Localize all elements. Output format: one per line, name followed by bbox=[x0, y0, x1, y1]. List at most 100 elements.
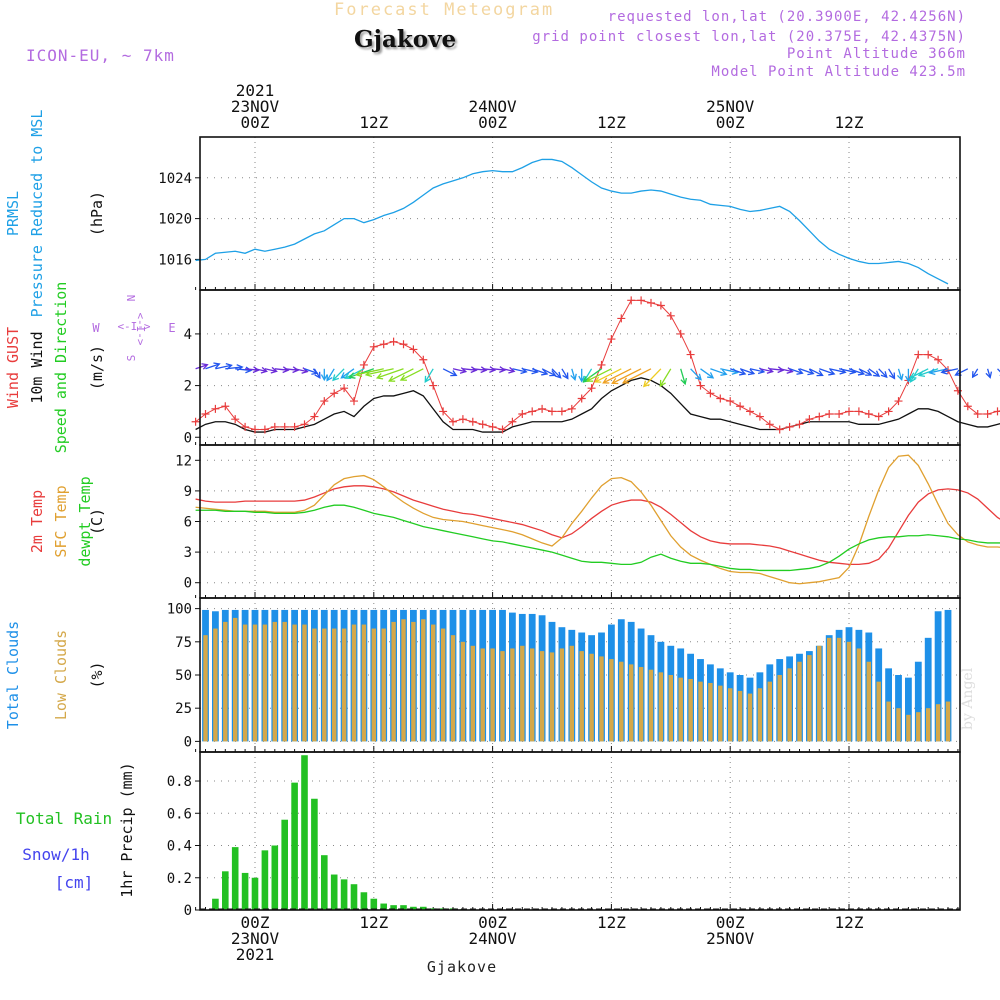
sfc-temp-line bbox=[195, 454, 1000, 585]
gust-marker bbox=[864, 410, 873, 418]
wind-arrow-head bbox=[499, 366, 507, 373]
low-cloud-bar bbox=[203, 635, 208, 742]
low-cloud-bar bbox=[846, 641, 852, 742]
wind-arrow bbox=[941, 368, 959, 373]
wind-arrow bbox=[829, 368, 846, 373]
wind-arrow-head bbox=[642, 380, 650, 388]
top-time-label: 2021 bbox=[236, 81, 275, 100]
wind-arrow bbox=[274, 368, 289, 371]
wind-arrow bbox=[205, 363, 220, 370]
gust-marker bbox=[468, 417, 477, 426]
low-cloud-bar bbox=[252, 624, 258, 742]
low-cloud-bar bbox=[767, 681, 772, 742]
low-cloud-bar bbox=[292, 624, 297, 742]
gust-marker bbox=[825, 410, 834, 418]
bottom-time-label: 12Z bbox=[597, 913, 626, 932]
low-cloud-bar bbox=[886, 701, 891, 742]
gust-marker bbox=[874, 412, 883, 421]
wind-arrow bbox=[997, 368, 1000, 373]
gust-marker bbox=[716, 394, 725, 403]
pressure-line bbox=[195, 158, 949, 285]
wind-arrow-head bbox=[562, 372, 569, 380]
top-time-label: 00Z bbox=[478, 113, 507, 132]
wind-arrow-head bbox=[985, 371, 993, 379]
low-cloud-bar bbox=[371, 628, 376, 742]
low-cloud-bar bbox=[599, 656, 604, 742]
gust-marker bbox=[241, 422, 250, 431]
low-cloud-bar bbox=[836, 637, 842, 742]
panel-2-grid bbox=[195, 445, 960, 598]
point-altitude: Point Altitude 366m bbox=[786, 46, 966, 62]
rain-bar bbox=[330, 874, 338, 910]
gust-marker bbox=[458, 415, 467, 424]
rain-bar bbox=[241, 872, 249, 910]
wind-arrow bbox=[294, 368, 308, 373]
wind-arrow bbox=[799, 368, 814, 375]
requested-coords: requested lon,lat (20.3900E, 42.4256N) bbox=[607, 9, 966, 25]
y-tick-label: 0 bbox=[184, 734, 192, 750]
wind-arrow bbox=[612, 368, 642, 384]
wind-arrow-head bbox=[695, 373, 702, 381]
wind-arrow bbox=[195, 364, 208, 370]
wind-arrow-head bbox=[260, 366, 268, 374]
y-tick-label: 2 bbox=[184, 379, 192, 395]
gust-marker bbox=[686, 350, 695, 359]
wind-arrow-head bbox=[399, 374, 407, 381]
bottom-time-label: 2021 bbox=[236, 945, 275, 964]
gust-marker bbox=[656, 301, 665, 310]
wind-arrow bbox=[819, 368, 835, 375]
gust-marker bbox=[835, 410, 844, 418]
wind-arrow bbox=[710, 368, 727, 375]
wind-arrow bbox=[366, 368, 394, 376]
gust-marker bbox=[221, 402, 230, 411]
gust-marker bbox=[409, 345, 418, 354]
gust-marker bbox=[567, 404, 576, 413]
y-tick-label: 3 bbox=[184, 545, 192, 561]
low-cloud-bar bbox=[559, 648, 565, 742]
gust-marker bbox=[379, 340, 388, 349]
rain-bar bbox=[261, 850, 269, 910]
low-cloud-bar bbox=[520, 645, 525, 742]
panel-label: PRMSL bbox=[4, 191, 22, 236]
gust-marker bbox=[350, 397, 358, 406]
low-cloud-bar bbox=[619, 661, 624, 742]
bottom-time-label: 00Z bbox=[478, 913, 507, 932]
y-tick-label: 0 bbox=[184, 576, 192, 592]
wind-arrow bbox=[400, 368, 424, 381]
bottom-time-label: 12Z bbox=[359, 913, 388, 932]
low-cloud-bar bbox=[510, 648, 515, 742]
low-cloud-bar bbox=[728, 688, 733, 742]
wind-arrow bbox=[304, 368, 318, 374]
y-tick-label: 0.4 bbox=[167, 839, 192, 855]
gust-marker bbox=[805, 415, 814, 424]
low-cloud-bar bbox=[658, 672, 664, 742]
gust-marker bbox=[498, 425, 507, 434]
rain-bar bbox=[380, 903, 387, 910]
panel-4-frame bbox=[199, 751, 961, 911]
gust-marker bbox=[340, 384, 349, 393]
gust-marker bbox=[577, 394, 586, 403]
wind-arrow-head bbox=[332, 374, 340, 382]
wind-arrow-head bbox=[470, 366, 478, 374]
wind-arrow-head bbox=[611, 377, 619, 385]
rain-bar bbox=[420, 906, 427, 910]
low-cloud-bar bbox=[213, 628, 218, 742]
low-cloud-bar bbox=[282, 621, 287, 742]
low-cloud-bar bbox=[381, 628, 386, 742]
wind-arrow-head bbox=[747, 368, 756, 376]
rain-bar bbox=[429, 908, 437, 910]
gust-marker bbox=[746, 407, 754, 416]
gust-marker bbox=[270, 422, 279, 431]
low-cloud-bar bbox=[589, 653, 594, 742]
low-cloud-bar bbox=[450, 635, 456, 742]
low-cloud-bar bbox=[935, 704, 941, 742]
low-cloud-bar bbox=[609, 659, 614, 742]
wind-arrow bbox=[284, 368, 299, 371]
gust-marker bbox=[439, 407, 448, 416]
low-cloud-bar bbox=[817, 645, 822, 742]
low-cloud-bar bbox=[777, 675, 782, 742]
wind-arrow-head bbox=[739, 369, 747, 376]
wind-arrow bbox=[424, 368, 434, 383]
wind-arrow-head bbox=[766, 367, 775, 374]
top-time-label: 00Z bbox=[716, 113, 745, 132]
